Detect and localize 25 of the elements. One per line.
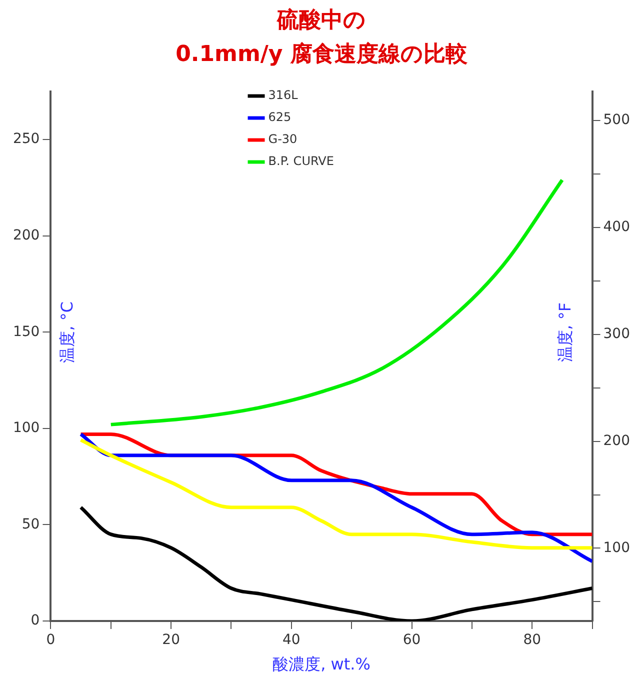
y2-axis-title: 温度, °F [555,302,574,362]
line-series [79,506,592,621]
x-tick-label: 20 [162,632,180,648]
legend-label: B.P. CURVE [268,154,334,168]
y2-tick-label: 300 [603,326,630,342]
y-axis-title: 温度, °C [58,301,77,363]
y-tick-label: 200 [12,227,40,244]
y2-tick-label: 400 [603,218,630,235]
x-tick-label: 60 [402,632,421,648]
legend-label: 625 [268,110,292,124]
y-tick-label: 0 [30,612,40,629]
y-tick-label: 250 [12,131,40,148]
y-tick-label: 100 [12,420,40,436]
legend-label: G-30 [268,132,298,146]
y2-tick-label: 200 [603,432,630,449]
y-tick-label: 150 [12,324,40,340]
x-tick-label: 80 [523,632,542,648]
x-tick-label: 0 [46,632,56,648]
y-tick-label: 50 [22,516,40,532]
x-axis-title: 酸濃度, wt.% [272,654,370,674]
y2-tick-label: 500 [603,112,630,128]
legend-label: 316L [268,88,298,102]
chart-title: 硫酸中の 0.1mm/y 腐食速度線の比較 [174,7,468,69]
x-tick-label: 40 [282,632,300,648]
y2-tick-label: 100 [603,540,630,556]
